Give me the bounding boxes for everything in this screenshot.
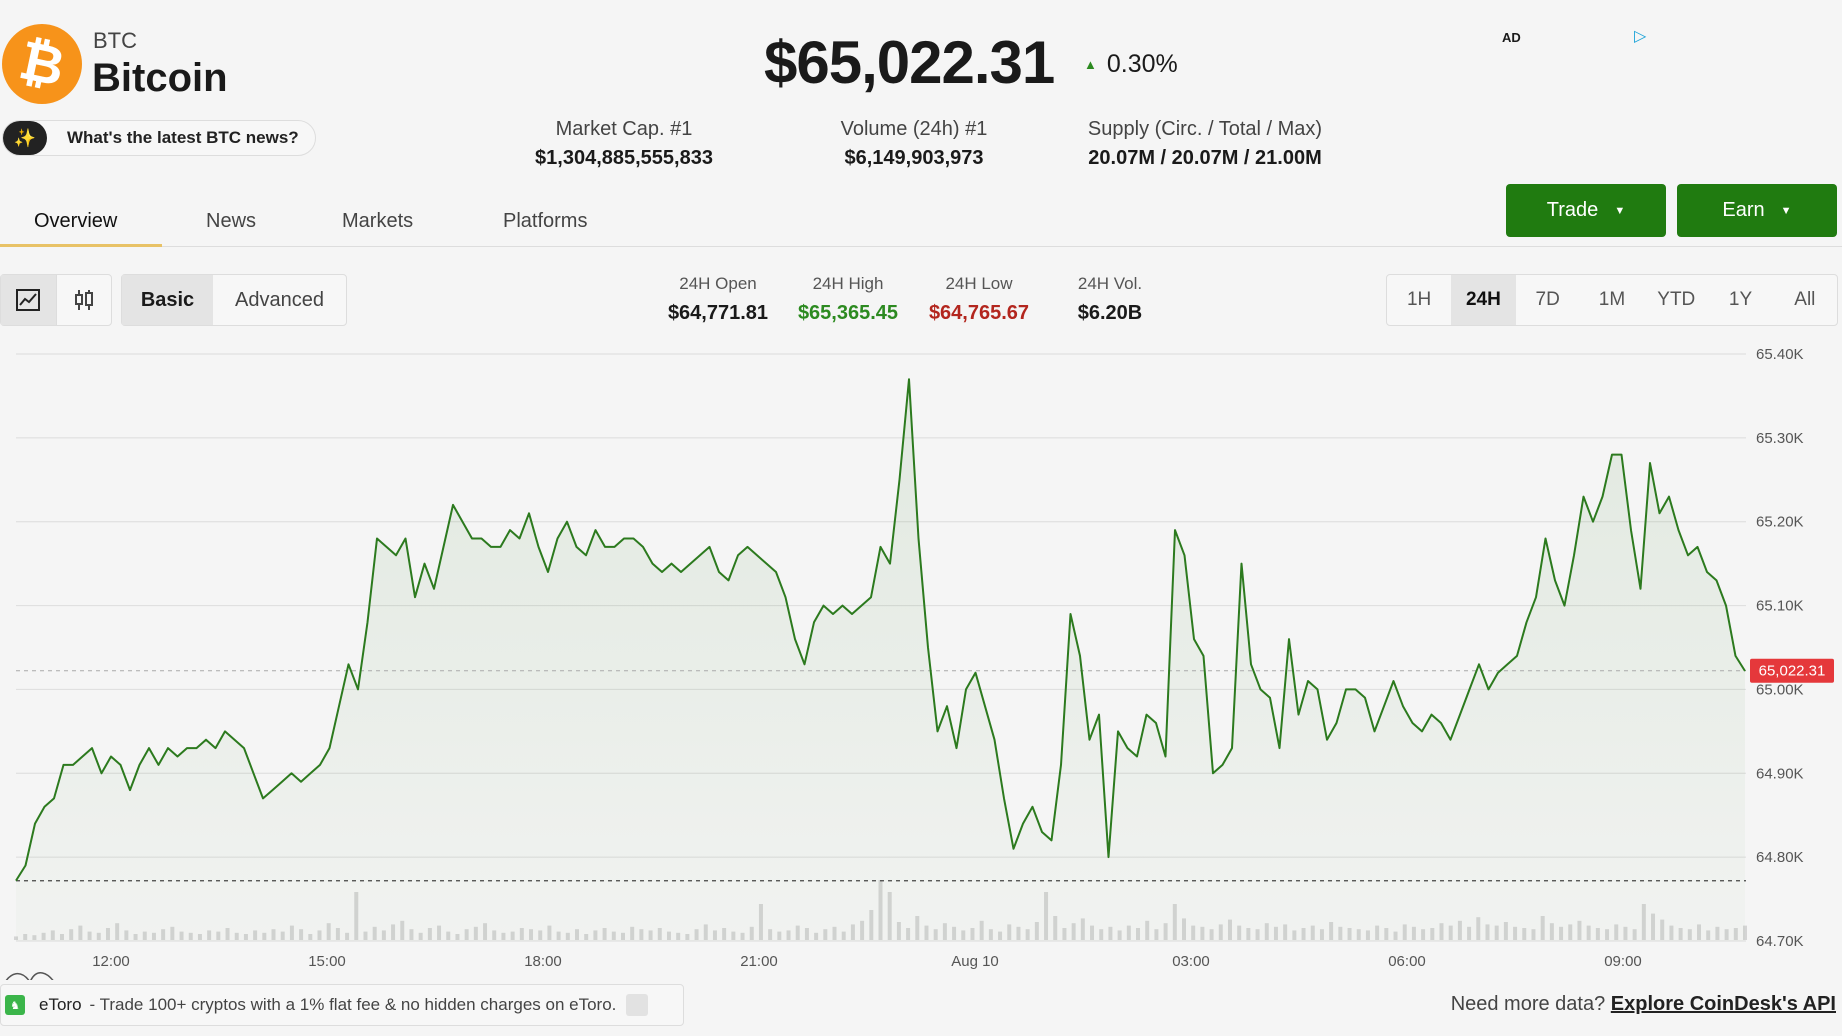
sparkles-icon: ✨	[3, 121, 47, 155]
day-stat-volume: 24H Vol. $6.20B	[1060, 274, 1160, 325]
mini-sparkline-icon	[5, 972, 54, 980]
current-price: $65,022.31	[764, 29, 1055, 96]
x-tick-label: 12:00	[92, 953, 130, 970]
line-chart-icon[interactable]	[1, 275, 57, 325]
earn-button-label: Earn	[1722, 199, 1765, 221]
stat-value: $1,304,885,555,833	[535, 147, 713, 169]
y-tick-label: 65.20K	[1756, 514, 1804, 531]
tab-overview[interactable]: Overview	[34, 210, 118, 232]
day-stat-value: $64,765.67	[928, 302, 1030, 324]
range-selector: 1H 24H 7D 1M YTD 1Y All	[1386, 274, 1838, 326]
stat-volume: Volume (24h) #1 $6,149,903,973	[810, 118, 1018, 170]
x-tick-label: Aug 10	[951, 953, 999, 970]
price-chart[interactable]: 65.40K 65.30K 65.20K 65.10K 65.00K 64.90K 64.8…	[0, 340, 1842, 980]
y-tick-label: 64.80K	[1756, 849, 1804, 866]
range-1h-button[interactable]: 1H	[1406, 289, 1432, 310]
day-stat-value: $65,365.45	[797, 302, 899, 324]
ad-label: AD	[1502, 30, 1521, 45]
ad-brand: eToro	[39, 995, 82, 1014]
ad-close-icon[interactable]	[626, 994, 649, 1016]
mode-basic-button[interactable]: Basic	[122, 275, 213, 325]
up-triangle-icon: ▲	[1084, 57, 1097, 72]
mode-advanced-button[interactable]: Advanced	[235, 288, 324, 311]
current-price-label: 65,022.31	[1759, 663, 1826, 680]
y-axis: 65.40K 65.30K 65.20K 65.10K 65.00K 64.90K 64.8…	[1756, 346, 1804, 950]
day-stat-value: $6.20B	[1077, 302, 1143, 324]
x-tick-label: 21:00	[740, 953, 778, 970]
coin-name: Bitcoin	[92, 56, 228, 100]
day-stat-label: 24H Low	[945, 274, 1013, 293]
stat-value: $6,149,903,973	[844, 147, 984, 169]
x-tick-label: 03:00	[1172, 953, 1210, 970]
x-tick-label: 09:00	[1604, 953, 1642, 970]
latest-news-label: What's the latest BTC news?	[67, 128, 299, 147]
range-all-button[interactable]: All	[1794, 289, 1816, 310]
tab-platforms[interactable]: Platforms	[503, 210, 588, 232]
stat-label: Volume (24h) #1	[840, 118, 988, 140]
chevron-down-icon: ▼	[1614, 204, 1626, 217]
y-tick-label: 65.00K	[1756, 681, 1804, 698]
day-stat-label: 24H High	[812, 274, 884, 293]
tab-markets[interactable]: Markets	[342, 210, 414, 232]
price-line	[15, 378, 1746, 882]
bitcoin-logo-icon: ₿	[2, 24, 82, 104]
ad-text: - Trade 100+ cryptos with a 1% flat fee …	[89, 995, 617, 1014]
y-tick-label: 65.10K	[1756, 598, 1804, 615]
earn-button[interactable]: Earn ▼	[1677, 184, 1837, 237]
candlestick-icon[interactable]	[57, 275, 112, 325]
day-stat-value: $64,771.81	[667, 302, 769, 324]
price-change-value: 0.30%	[1106, 50, 1178, 78]
coin-symbol: BTC	[93, 28, 137, 53]
range-ytd-button[interactable]: YTD	[1657, 289, 1696, 310]
day-stat-label: 24H Open	[679, 274, 757, 293]
x-tick-label: 15:00	[308, 953, 346, 970]
trade-button-label: Trade	[1546, 199, 1599, 221]
chevron-down-icon: ▼	[1780, 204, 1792, 217]
price-area	[16, 379, 1745, 941]
y-tick-label: 65.30K	[1756, 430, 1804, 447]
y-tick-label: 64.90K	[1756, 765, 1804, 782]
chart-mode-toggle: Basic Advanced	[121, 274, 347, 326]
tab-news[interactable]: News	[206, 210, 257, 232]
api-promo-text: Need more data?	[1450, 993, 1606, 1015]
day-stat-low: 24H Low $64,765.67	[918, 274, 1040, 325]
y-tick-label: 64.70K	[1756, 933, 1804, 950]
range-1y-button[interactable]: 1Y	[1728, 289, 1753, 310]
stat-supply: Supply (Circ. / Total / Max) 20.07M / 20…	[1060, 118, 1350, 170]
etoro-logo-icon: ♞	[5, 995, 25, 1015]
current-price-tag: 65,022.31	[1750, 658, 1834, 683]
tab-bar: Overview News Markets Platforms	[0, 198, 1842, 247]
trade-button[interactable]: Trade ▼	[1506, 184, 1666, 237]
stat-label: Supply (Circ. / Total / Max)	[1087, 118, 1323, 140]
day-stat-label: 24H Vol.	[1077, 274, 1143, 293]
x-tick-label: 18:00	[524, 953, 562, 970]
price-change: ▲ 0.30%	[1084, 50, 1178, 79]
explore-api-link[interactable]: Explore CoinDesk's API	[1610, 993, 1836, 1015]
day-stat-high: 24H High $65,365.45	[788, 274, 908, 325]
stat-label: Market Cap. #1	[555, 118, 693, 140]
stat-market-cap: Market Cap. #1 $1,304,885,555,833	[512, 118, 736, 170]
range-24h-button[interactable]: 24H	[1451, 275, 1516, 325]
x-tick-label: 06:00	[1388, 953, 1426, 970]
ad-choices-icon[interactable]: ▷	[1634, 28, 1647, 45]
sponsored-ad-bar[interactable]: ♞ eToro - Trade 100+ cryptos with a 1% f…	[0, 984, 684, 1026]
active-tab-indicator	[0, 244, 162, 247]
y-tick-label: 65.40K	[1756, 346, 1804, 363]
x-axis: 12:00 15:00 18:00 21:00 Aug 10 03:00 06:00 09:0…	[92, 953, 1642, 970]
api-promo: Need more data? Explore CoinDesk's API	[1451, 993, 1836, 1016]
chart-type-toggle	[0, 274, 112, 326]
day-stat-open: 24H Open $64,771.81	[660, 274, 776, 325]
latest-news-button[interactable]: ✨ What's the latest BTC news?	[2, 120, 316, 156]
range-7d-button[interactable]: 7D	[1535, 289, 1560, 310]
stat-value: 20.07M / 20.07M / 21.00M	[1088, 147, 1322, 169]
range-1m-button[interactable]: 1M	[1598, 289, 1626, 310]
